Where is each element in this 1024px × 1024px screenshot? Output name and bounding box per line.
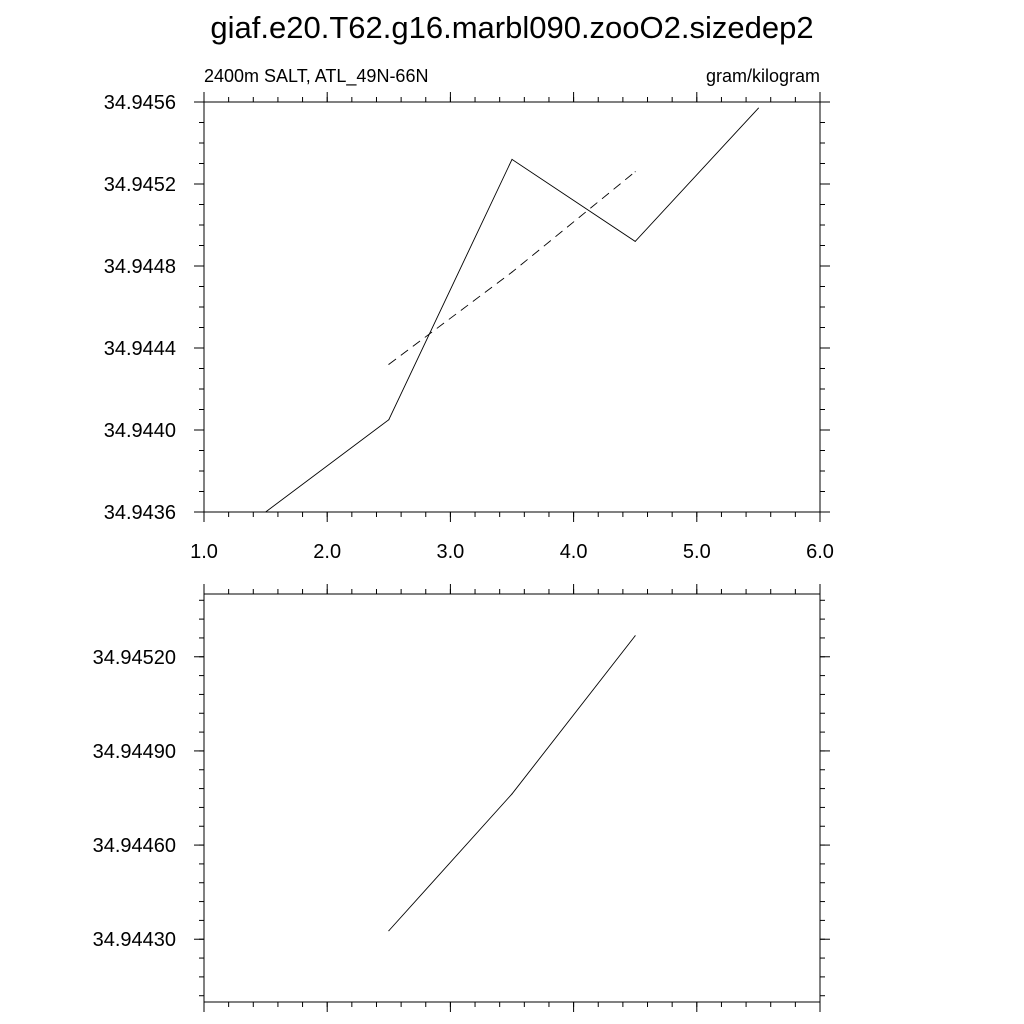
- top-y-tick-label: 34.9440: [104, 420, 176, 442]
- top-x-tick-label: 2.0: [313, 541, 341, 563]
- top-x-tick-label: 3.0: [436, 541, 464, 563]
- bottom-y-tick-label: 34.94520: [93, 647, 176, 669]
- top-series-point: [511, 271, 513, 273]
- bottom-series-point: [388, 930, 390, 932]
- top-panel: 2400m SALT, ATL_49N-66N gram/kilogram 1.…: [104, 66, 834, 563]
- top-y-tick-label: 34.9448: [104, 256, 176, 278]
- top-series-line-dashed: [388, 171, 636, 365]
- top-y-tick-label: 34.9444: [104, 338, 176, 360]
- bottom-y-tick-label: 34.94430: [93, 929, 176, 951]
- bottom-series-point: [634, 635, 636, 637]
- bottom-series-line-solid: [388, 635, 636, 932]
- top-series-point: [634, 240, 636, 242]
- top-panel-right-label: gram/kilogram: [706, 66, 820, 86]
- top-series-point: [634, 171, 636, 173]
- bottom-plot-frame: [203, 593, 821, 1003]
- chart-title: giaf.e20.T62.g16.marbl090.zooO2.sizedep2: [210, 10, 813, 45]
- top-series-point: [388, 363, 390, 365]
- bottom-panel: 34.94430 34.94460 34.94490 34.94520: [93, 584, 830, 1012]
- bottom-y-tick-label: 34.94460: [93, 835, 176, 857]
- top-series-point: [511, 158, 513, 160]
- top-series-point: [388, 419, 390, 421]
- top-x-tick-label: 5.0: [683, 541, 711, 563]
- top-y-tick-label: 34.9436: [104, 502, 176, 524]
- top-series-point: [265, 511, 267, 513]
- top-plot-frame: [203, 101, 821, 513]
- top-y-tick-label: 34.9452: [104, 174, 176, 196]
- top-x-tick-label: 4.0: [560, 541, 588, 563]
- top-panel-left-label: 2400m SALT, ATL_49N-66N: [204, 66, 428, 87]
- top-series-line-solid: [265, 107, 759, 513]
- top-x-tick-label: 1.0: [190, 541, 218, 563]
- bottom-series-point: [511, 793, 513, 795]
- bottom-y-tick-label: 34.94490: [93, 741, 176, 763]
- top-series-point: [757, 107, 759, 109]
- top-x-tick-label: 6.0: [806, 541, 834, 563]
- top-y-tick-label: 34.9456: [104, 92, 176, 114]
